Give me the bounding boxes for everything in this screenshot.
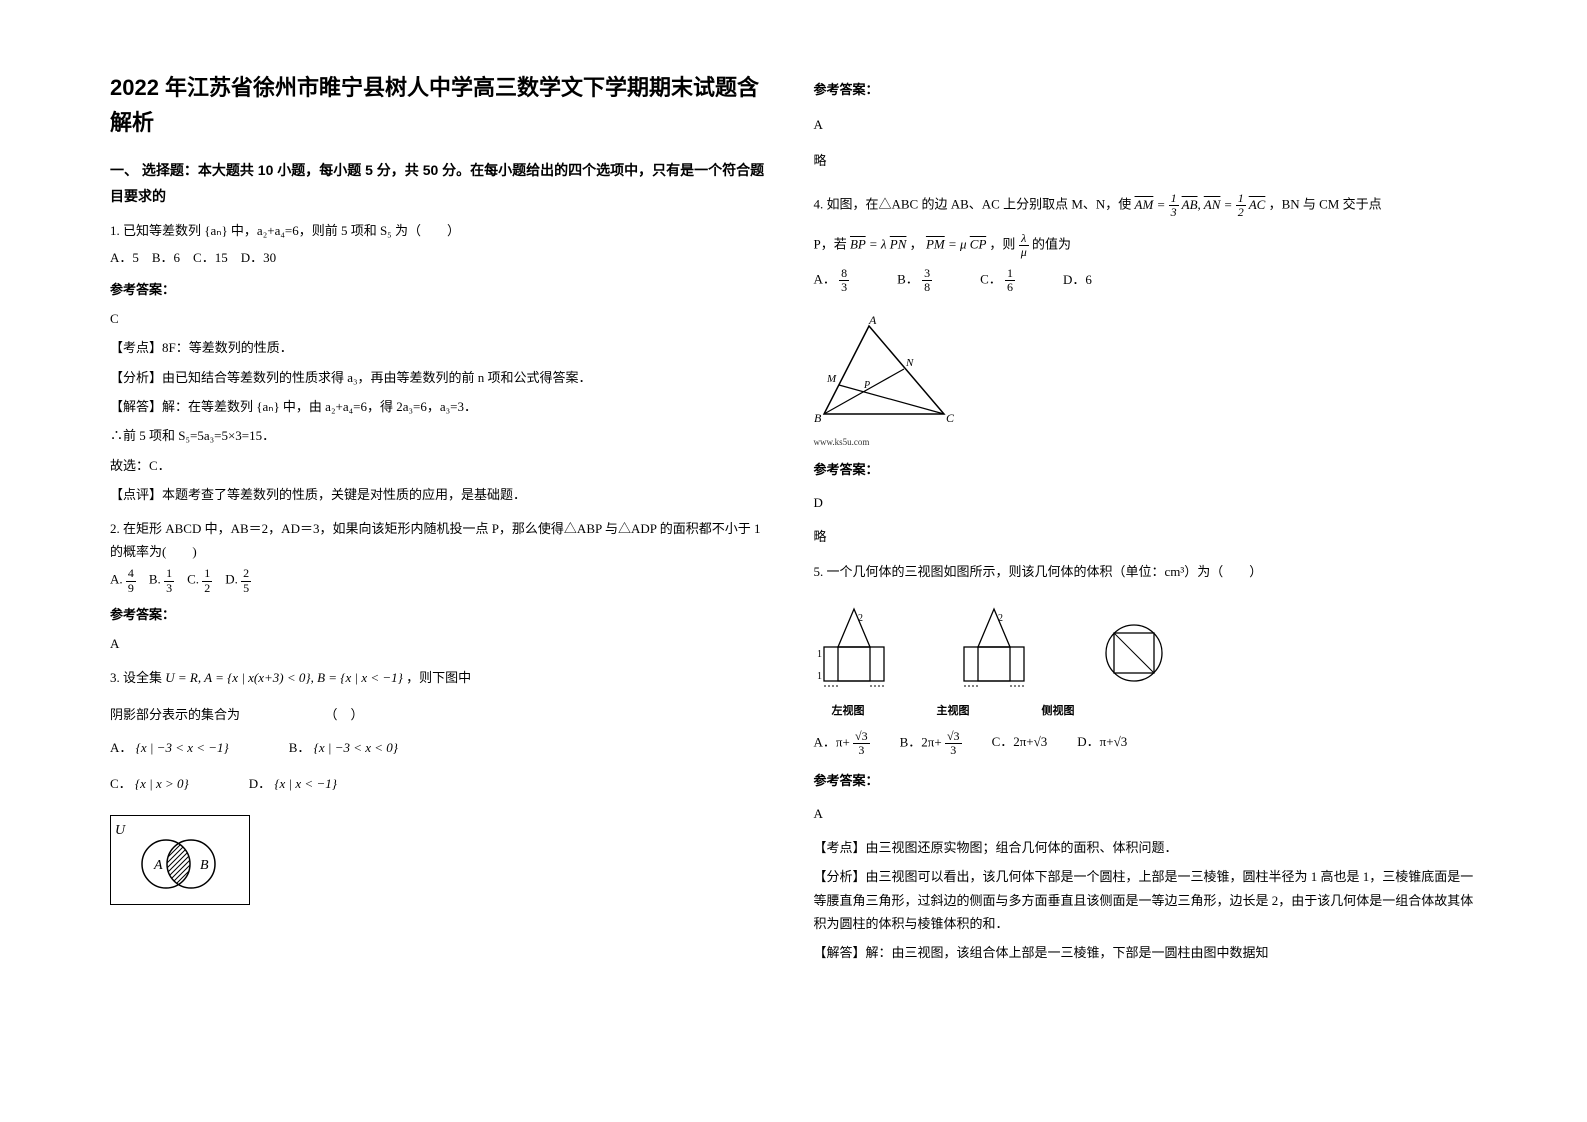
left-column: 2022 年江苏省徐州市睢宁县树人中学高三数学文下学期期末试题含解析 一、 选择…	[100, 70, 784, 1082]
svg-text:1: 1	[968, 687, 973, 688]
q3-options-row2: C． {x | x > 0} D． {x | x < −1}	[110, 772, 774, 795]
q2-optD-label: D.	[225, 572, 238, 587]
q2-optC-label: C.	[187, 572, 199, 587]
q3-optD: D． {x | x < −1}	[249, 772, 337, 795]
q1-fenxi: 【分析】由已知结合等差数列的性质求得 a₃，再由等差数列的前 n 项和公式得答案…	[110, 366, 774, 389]
section-heading: 一、 选择题：本大题共 10 小题，每小题 5 分，共 50 分。在每小题给出的…	[110, 158, 774, 208]
q1-answer: C	[110, 307, 774, 330]
svg-text:P: P	[863, 380, 870, 391]
q5-optA: A．π+ √33	[814, 730, 870, 757]
q4-url: www.ks5u.com	[814, 434, 1478, 450]
q3-stem: 3. 设全集 U = R, A = {x | x(x+3) < 0}, B = …	[110, 666, 774, 689]
venn-A-label: A	[153, 858, 163, 873]
q1-jieda: 【解答】解：在等差数列 {aₙ} 中，由 a₂+a₄=6，得 2a₃=6，a₃=…	[110, 395, 774, 418]
q3-optA: A． {x | −3 < x < −1}	[110, 736, 229, 759]
q2-answer: A	[110, 632, 774, 655]
svg-text:2: 2	[998, 613, 1003, 624]
svg-text:M: M	[826, 373, 837, 385]
q4-optA: A． 83	[814, 267, 850, 294]
q5-stem: 5. 一个几何体的三视图如图所示，则该几何体的体积（单位：cm³）为（ ）	[814, 560, 1478, 583]
q4-optD: D．6	[1063, 268, 1092, 291]
q2-stem: 2. 在矩形 ABCD 中，AB＝2，AD＝3，如果向该矩形内随机投一点 P，那…	[110, 517, 774, 564]
q3-answer: A	[814, 113, 1478, 136]
q4-eq2: PM = μ CP	[926, 236, 989, 251]
q2-fracD: 2 5	[241, 567, 251, 594]
q5-answer-label: 参考答案：	[814, 769, 1478, 792]
q5-options: A．π+ √33 B．2π+ √33 C．2π+√3 D．π+√3	[814, 730, 1478, 757]
venn-U-label: U	[115, 818, 125, 843]
svg-text:1: 1	[817, 671, 822, 682]
view-main-label: 主视图	[937, 702, 970, 722]
svg-text:N: N	[905, 357, 914, 369]
q4-vec1: AM = 13 AB, AN = 12 AC	[1135, 197, 1269, 212]
venn-svg: A B	[126, 834, 236, 894]
q5-optB: B．2π+ √33	[900, 730, 962, 757]
q2-optA-label: A.	[110, 572, 123, 587]
svg-text:2: 2	[858, 613, 863, 624]
q4-line2: P，若 BP = λ PN ， PM = μ CP ，则 λ μ 的值为	[814, 232, 1478, 259]
venn-B-label: B	[200, 858, 209, 873]
q1-jieda3: 故选：C．	[110, 454, 774, 477]
q4-optC: C． 16	[980, 267, 1015, 294]
q3-optB: B． {x | −3 < x < 0}	[289, 736, 398, 759]
q4-triangle-svg: A B C M N P	[814, 314, 954, 424]
q4-answer-label: 参考答案：	[814, 458, 1478, 481]
q2-optB-label: B.	[149, 572, 161, 587]
q5-fenxi: 【分析】由三视图可以看出，该几何体下部是一个圆柱，上部是一三棱锥，圆柱半径为 1…	[814, 865, 1478, 935]
q3-answer-label: 参考答案：	[814, 78, 1478, 101]
q5-jieda: 【解答】解：由三视图，该组合体上部是一三棱锥，下部是一圆柱由图中数据知	[814, 941, 1478, 964]
q2-options: A. 4 9 B. 1 3 C. 1 2 D. 2 5	[110, 567, 774, 594]
view-side-label: 侧视图	[1042, 702, 1075, 722]
svg-text:C: C	[946, 411, 954, 424]
q4-answer: D	[814, 491, 1478, 514]
q2-fracB: 1 3	[164, 567, 174, 594]
svg-text:1: 1	[817, 649, 822, 660]
svg-text:A: A	[868, 314, 877, 327]
q2-answer-label: 参考答案：	[110, 603, 774, 626]
q2-fracA: 4 9	[126, 567, 136, 594]
q1-dianping: 【点评】本题考查了等差数列的性质，关键是对性质的应用，是基础题．	[110, 483, 774, 506]
svg-text:1: 1	[1014, 687, 1019, 688]
q4-stem: 4. 如图，在△ABC 的边 AB、AC 上分别取点 M、N，使 AM = 13…	[814, 192, 1478, 219]
q3-line2: 阴影部分表示的集合为 （ ）	[110, 703, 774, 726]
svg-text:B: B	[814, 411, 822, 424]
svg-text:1: 1	[874, 687, 879, 688]
paper-title: 2022 年江苏省徐州市睢宁县树人中学高三数学文下学期期末试题含解析	[110, 70, 774, 140]
q2-fracC: 1 2	[202, 567, 212, 594]
q1-stem: 1. 已知等差数列 {aₙ} 中，a₂+a₄=6，则前 5 项和 S₅ 为（ ）	[110, 219, 774, 242]
right-column: 参考答案： A 略 4. 如图，在△ABC 的边 AB、AC 上分别取点 M、N…	[784, 70, 1488, 1082]
q5-answer: A	[814, 802, 1478, 825]
venn-diagram: U A B	[110, 815, 250, 905]
q5-optC: C．2π+√3	[992, 730, 1048, 753]
q3-optC: C． {x | x > 0}	[110, 772, 189, 795]
q4-eq1: BP = λ PN	[850, 236, 910, 251]
q3-brief: 略	[814, 149, 1478, 172]
q3-stem-math: U = R, A = {x | x(x+3) < 0}, B = {x | x …	[165, 670, 403, 685]
q5-views-svg: 2 1 1 1 1 2 1 1	[814, 593, 1234, 688]
q3-options-row1: A． {x | −3 < x < −1} B． {x | −3 < x < 0}	[110, 736, 774, 759]
q5-optD: D．π+√3	[1077, 730, 1127, 753]
q1-kaodian: 【考点】8F：等差数列的性质．	[110, 336, 774, 359]
q4-options: A． 83 B． 38 C． 16 D．6	[814, 267, 1478, 294]
q5-kaodian: 【考点】由三视图还原实物图；组合几何体的面积、体积问题．	[814, 836, 1478, 859]
svg-text:1: 1	[828, 687, 833, 688]
q4-brief: 略	[814, 525, 1478, 548]
q1-jieda2: ∴前 5 项和 S₅=5a₃=5×3=15．	[110, 424, 774, 447]
q4-ratio: λ μ	[1019, 232, 1029, 259]
view-left-label: 左视图	[832, 702, 865, 722]
q5-view-labels: 左视图 主视图 侧视图	[832, 702, 1478, 722]
q1-options: A．5 B．6 C．15 D．30	[110, 246, 774, 269]
q1-answer-label: 参考答案：	[110, 278, 774, 301]
q4-optB: B． 38	[897, 267, 932, 294]
